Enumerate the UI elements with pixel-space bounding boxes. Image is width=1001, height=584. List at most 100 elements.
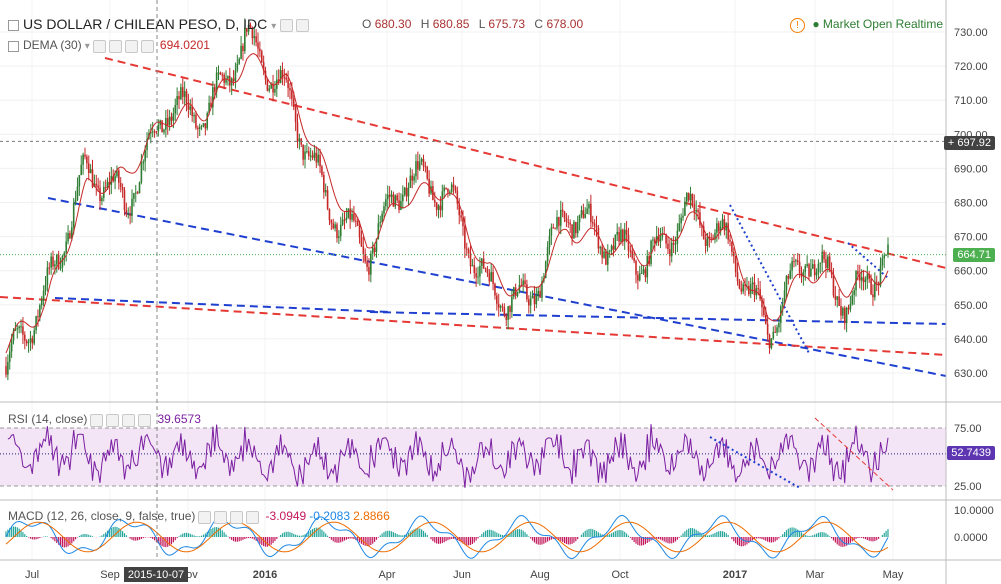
candle-body: [403, 187, 406, 195]
close-icon[interactable]: [138, 413, 152, 427]
chevron-down-icon[interactable]: ▾: [271, 21, 277, 32]
candle-body: [785, 276, 788, 291]
candle-body: [71, 227, 73, 239]
candle-body: [14, 329, 17, 331]
candle-body: [593, 223, 596, 226]
candle-body: [490, 272, 492, 282]
candle-body: [482, 258, 485, 269]
source-icon[interactable]: [108, 39, 122, 53]
candle-body: [825, 259, 827, 268]
candle-body: [708, 236, 711, 238]
candle-body: [464, 226, 466, 249]
candle-body: [776, 327, 778, 333]
rsi-tick-label: 75.00: [954, 423, 982, 435]
close-icon[interactable]: [246, 510, 260, 524]
candle-body: [236, 63, 239, 71]
candle-body: [61, 255, 64, 268]
candle-body: [8, 351, 11, 362]
candle-body: [375, 238, 378, 252]
candle-body: [46, 267, 49, 286]
hide-icon[interactable]: [122, 413, 136, 427]
candle-body: [795, 260, 797, 262]
settings-icon[interactable]: [280, 18, 294, 32]
time-tick-label: Aug: [530, 569, 550, 581]
candle-body: [843, 307, 846, 324]
candle-body: [91, 169, 94, 187]
candle-body: [731, 241, 733, 252]
candle-body: [847, 307, 850, 310]
candle-body: [347, 208, 350, 218]
candle-body: [511, 296, 513, 312]
hide-icon[interactable]: [124, 39, 138, 53]
candle-body: [512, 287, 515, 297]
candle-body: [524, 280, 526, 285]
candle-body: [449, 191, 451, 193]
candle-body: [810, 268, 812, 277]
candle-body: [811, 264, 814, 269]
candle-body: [362, 246, 365, 255]
candle-body: [249, 24, 252, 28]
candle-body: [163, 129, 165, 133]
candle-body: [834, 295, 837, 300]
dema-legend[interactable]: DEMA (30) ▾ 694.0201: [8, 38, 210, 53]
candle-body: [864, 279, 867, 283]
candle-body: [221, 74, 224, 76]
candle-body: [200, 125, 203, 128]
candle-body: [858, 274, 861, 281]
candle-body: [691, 193, 694, 204]
candle-body: [492, 272, 494, 284]
candle-body: [266, 79, 269, 91]
candle-body: [82, 154, 84, 165]
candle-body: [212, 87, 214, 108]
candle-body: [877, 282, 880, 286]
candle-body: [471, 265, 474, 267]
candle-body: [761, 299, 763, 308]
candle-body: [689, 193, 692, 201]
rsi-legend[interactable]: RSI (14, close) 39.6573: [8, 412, 201, 427]
candle-body: [757, 288, 760, 290]
candle-body: [744, 284, 746, 287]
candle-body: [606, 251, 609, 265]
candle-body: [526, 284, 528, 300]
candle-body: [612, 245, 615, 250]
chevron-down-icon[interactable]: ▾: [84, 41, 90, 52]
candle-body: [134, 192, 137, 194]
candle-body: [29, 338, 32, 342]
candle-body: [294, 107, 297, 123]
candle-body: [165, 117, 167, 130]
price-tick-label: 630.00: [954, 368, 988, 380]
market-status[interactable]: ! ● Market Open Realtime: [789, 17, 943, 33]
candle-body: [567, 221, 570, 223]
hide-icon[interactable]: [230, 510, 244, 524]
settings-icon[interactable]: [92, 39, 106, 53]
candle-body: [623, 229, 626, 242]
candle-body: [819, 262, 822, 264]
collapse-toggle[interactable]: [8, 40, 19, 52]
candle-body: [59, 267, 62, 269]
candle-body: [652, 239, 654, 241]
source-icon[interactable]: [106, 413, 120, 427]
hide-icon[interactable]: [296, 18, 310, 32]
candle-body: [879, 265, 882, 286]
close-icon[interactable]: [140, 39, 154, 53]
settings-icon[interactable]: [90, 413, 104, 427]
candle-body: [578, 214, 581, 223]
candle-body: [281, 70, 284, 78]
candle-body: [144, 150, 146, 162]
candle-body: [136, 192, 139, 194]
candle-body: [285, 77, 288, 80]
candle-body: [35, 316, 37, 331]
source-icon[interactable]: [214, 510, 228, 524]
candle-body: [268, 88, 271, 91]
candle-body: [640, 273, 643, 275]
collapse-toggle[interactable]: [8, 19, 19, 31]
candle-body: [170, 116, 173, 121]
settings-icon[interactable]: [198, 510, 212, 524]
macd-legend[interactable]: MACD (12, 26, close, 9, false, true) -3.…: [8, 509, 390, 524]
candle-body: [714, 232, 716, 240]
warning-icon[interactable]: !: [789, 18, 805, 33]
candle-body: [827, 256, 829, 268]
candle-body: [699, 212, 701, 226]
candle-body: [851, 295, 854, 304]
